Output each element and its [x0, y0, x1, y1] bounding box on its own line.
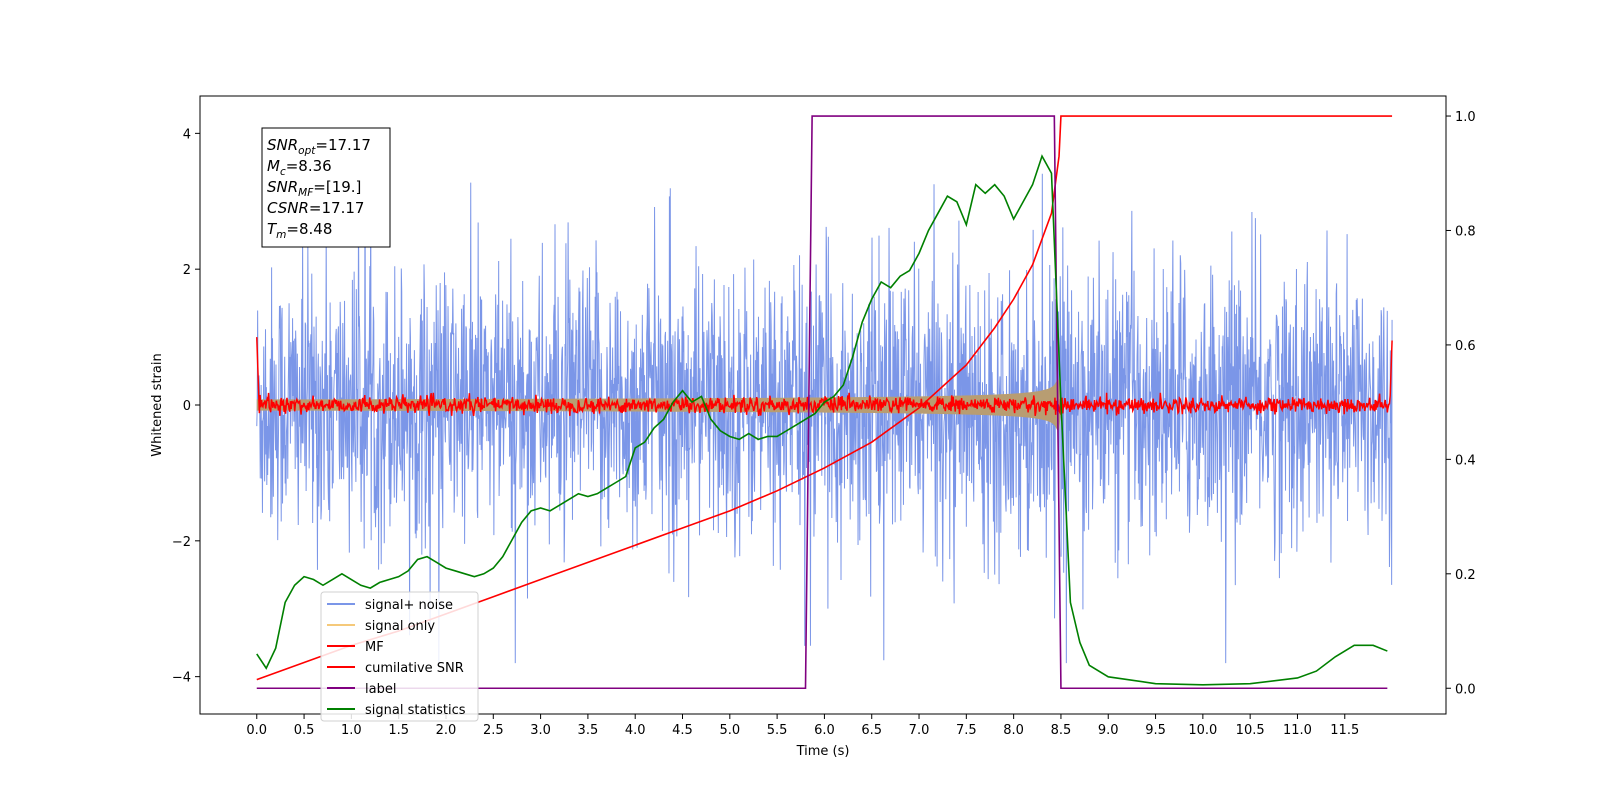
info-symbol: SNR — [267, 178, 298, 196]
x-tick-label: 3.5 — [578, 723, 599, 738]
x-tick-label: 8.5 — [1051, 723, 1072, 738]
y2-tick-label: 1.0 — [1455, 110, 1476, 125]
info-value: =8.48 — [286, 220, 332, 238]
x-tick-label: 1.5 — [388, 723, 409, 738]
legend-entry: signal statistics — [365, 703, 466, 718]
y-tick-label: 2 — [183, 263, 191, 278]
x-tick-label: 6.0 — [814, 723, 835, 738]
y2-axis-ticks: 1.0 0.8 0.6 0.4 0.2 0.0 — [1446, 110, 1476, 697]
info-symbol: M — [267, 157, 280, 175]
x-tick-label: 10.5 — [1236, 723, 1265, 738]
legend-entry: MF — [365, 640, 384, 655]
x-tick-label: 2.5 — [483, 723, 504, 738]
x-tick-label: 11.0 — [1283, 723, 1312, 738]
y2-tick-label: 0.2 — [1455, 568, 1476, 583]
info-value: =17.17 — [309, 199, 365, 217]
y-axis-label: Whitened strain — [150, 353, 165, 456]
x-tick-label: 11.5 — [1330, 723, 1359, 738]
info-symbol: SNR — [267, 136, 298, 154]
legend-entry: label — [365, 682, 396, 697]
x-tick-label: 2.0 — [436, 723, 457, 738]
y-tick-label: 4 — [183, 127, 191, 142]
x-axis-label: Time (s) — [796, 744, 850, 759]
info-value: =17.17 — [315, 136, 371, 154]
info-symbol: T — [267, 220, 278, 238]
x-tick-label: 8.0 — [1003, 723, 1024, 738]
series-label — [256, 115, 1388, 690]
info-line: CSNR=17.17 — [267, 199, 364, 217]
info-line: Tm=8.48 — [267, 220, 332, 241]
info-line: SNRMF=[19.] — [267, 178, 361, 199]
series-signal-statistics — [256, 154, 1388, 686]
x-tick-label: 6.5 — [861, 723, 882, 738]
x-tick-label: 1.0 — [341, 723, 362, 738]
legend-entry: signal only — [365, 619, 435, 634]
info-line: SNRopt=17.17 — [267, 136, 371, 157]
y2-tick-label: 0.6 — [1455, 339, 1476, 354]
legend: signal+ noise signal only MF cumilative SNR… — [320, 591, 479, 722]
x-tick-label: 4.0 — [625, 723, 646, 738]
y-tick-label: −2 — [172, 535, 191, 550]
y2-tick-label: 0.0 — [1455, 682, 1476, 697]
y-tick-label: −4 — [172, 671, 191, 686]
info-subscript: m — [276, 229, 286, 241]
legend-entry: signal+ noise — [365, 598, 453, 613]
x-tick-label: 9.0 — [1098, 723, 1119, 738]
info-box: SNRopt=17.17Mc=8.36SNRMF=[19.]CSNR=17.17… — [261, 127, 391, 248]
info-subscript: opt — [298, 145, 316, 157]
x-axis-ticks: 0.0 0.5 1.0 1.5 2.0 2.5 3.0 3.5 4.0 4.5 5.0 5.5 6.0 6… — [246, 714, 1359, 738]
legend-entry: cumilative SNR — [365, 661, 464, 676]
info-value: =8.36 — [286, 157, 332, 175]
info-value: =[19.] — [313, 178, 361, 196]
x-tick-label: 4.5 — [672, 723, 693, 738]
info-line: Mc=8.36 — [267, 157, 332, 178]
x-tick-label: 5.0 — [719, 723, 740, 738]
info-box-frame — [261, 127, 391, 248]
x-tick-label: 0.5 — [294, 723, 315, 738]
y-tick-label: 0 — [183, 399, 191, 414]
x-tick-label: 0.0 — [246, 723, 267, 738]
x-tick-label: 7.5 — [956, 723, 977, 738]
y-axis-ticks: 4 2 0 −2 −4 — [172, 127, 200, 686]
y2-tick-label: 0.4 — [1455, 453, 1476, 468]
x-tick-label: 5.5 — [767, 723, 788, 738]
info-symbol: CSNR — [267, 199, 309, 217]
x-tick-label: 7.0 — [909, 723, 930, 738]
x-tick-label: 10.0 — [1188, 723, 1217, 738]
series-mf — [256, 337, 1393, 417]
legend-frame — [320, 591, 479, 722]
info-subscript: c — [280, 166, 286, 178]
info-subscript: MF — [298, 187, 314, 199]
y2-tick-label: 0.8 — [1455, 224, 1476, 239]
series-signal-noise — [256, 134, 1393, 664]
x-tick-label: 9.5 — [1145, 723, 1166, 738]
x-tick-label: 3.0 — [530, 723, 551, 738]
